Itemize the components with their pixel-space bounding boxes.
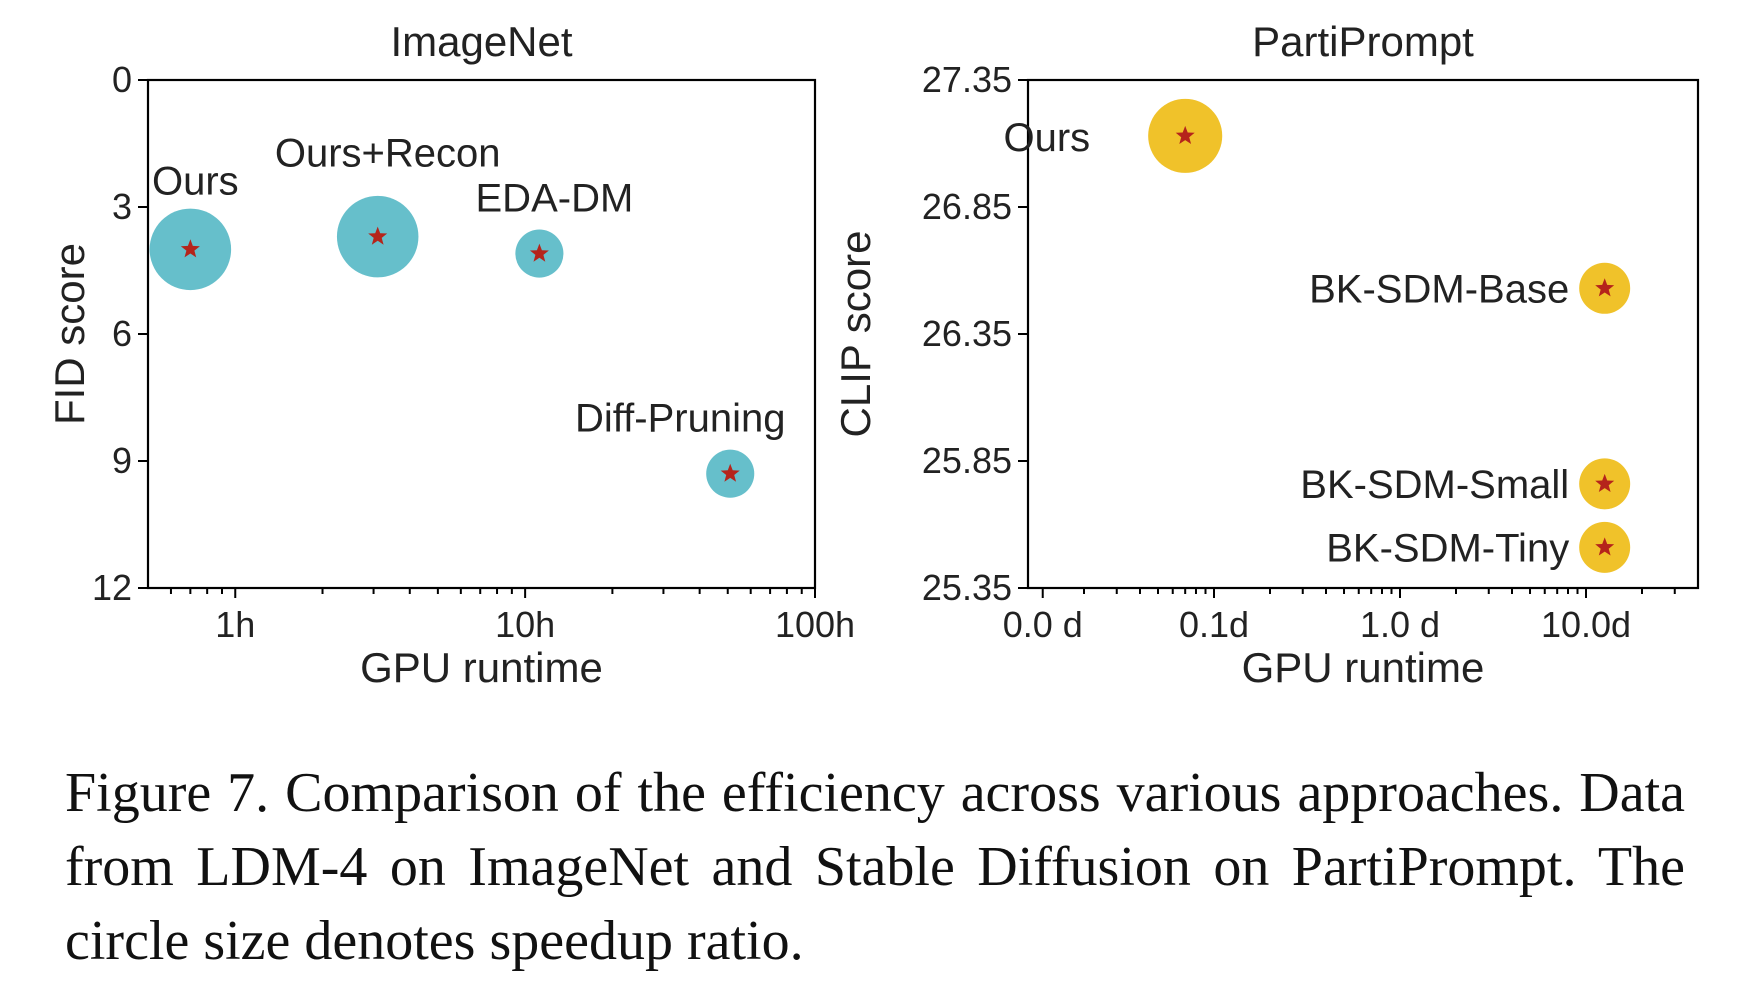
plot-frame: [1026, 78, 1700, 590]
x-tick-label: 1.0 d: [1360, 604, 1440, 645]
point-label: Ours+Recon: [275, 132, 501, 176]
point-label: Ours: [1003, 116, 1090, 160]
y-tick-label: 0: [112, 59, 132, 100]
y-tick-label: 6: [112, 313, 132, 354]
imagenet-panel: ImageNet GPU runtime FID score 0 3 6 9 12 1h 10h 1…: [46, 18, 855, 691]
point-label: Ours: [152, 159, 239, 203]
x-tick-label: 1h: [215, 604, 255, 645]
y-tick-label: 25.85: [922, 440, 1012, 481]
y-tick-label: 3: [112, 186, 132, 227]
chart-title: PartiPrompt: [1252, 18, 1474, 65]
y-axis-label: CLIP score: [832, 231, 879, 438]
partiprompt-panel: PartiPrompt GPU runtime CLIP score 27.35 26.…: [832, 18, 1700, 691]
star-marker: [1595, 278, 1615, 297]
star-marker: [529, 243, 549, 262]
star-marker: [368, 226, 388, 245]
x-tick-label: 10h: [495, 604, 555, 645]
figure-canvas: ImageNet GPU runtime FID score 0 3 6 9 12 1h 10h 1…: [46, 18, 1700, 691]
figure-caption: Figure 7. Comparison of the efficiency a…: [65, 762, 1685, 972]
point-label: BK-SDM-Tiny: [1326, 526, 1569, 570]
x-axis-label: GPU runtime: [1242, 644, 1485, 691]
y-tick-label: 25.35: [922, 567, 1012, 608]
x-tick-label: 0.0 d: [1003, 604, 1083, 645]
point-label: EDA-DM: [476, 177, 634, 221]
star-marker: [720, 463, 740, 482]
chart-title: ImageNet: [390, 18, 572, 65]
x-tick-label: 100h: [775, 604, 855, 645]
point-label: BK-SDM-Small: [1300, 463, 1569, 507]
star-marker: [1595, 537, 1615, 556]
star-marker: [180, 239, 200, 258]
x-axis-label: GPU runtime: [360, 644, 603, 691]
star-marker: [1595, 473, 1615, 492]
x-tick-label: 10.0d: [1541, 604, 1631, 645]
point-label: BK-SDM-Base: [1309, 267, 1569, 311]
y-tick-label: 26.85: [922, 186, 1012, 227]
y-axis-label: FID score: [46, 243, 93, 425]
y-tick-label: 27.35: [922, 59, 1012, 100]
y-tick-label: 9: [112, 440, 132, 481]
point-label: Diff-Pruning: [575, 397, 785, 441]
y-tick-label: 26.35: [922, 313, 1012, 354]
star-marker: [1175, 125, 1195, 144]
y-tick-label: 12: [92, 567, 132, 608]
x-tick-label: 0.1d: [1179, 604, 1249, 645]
